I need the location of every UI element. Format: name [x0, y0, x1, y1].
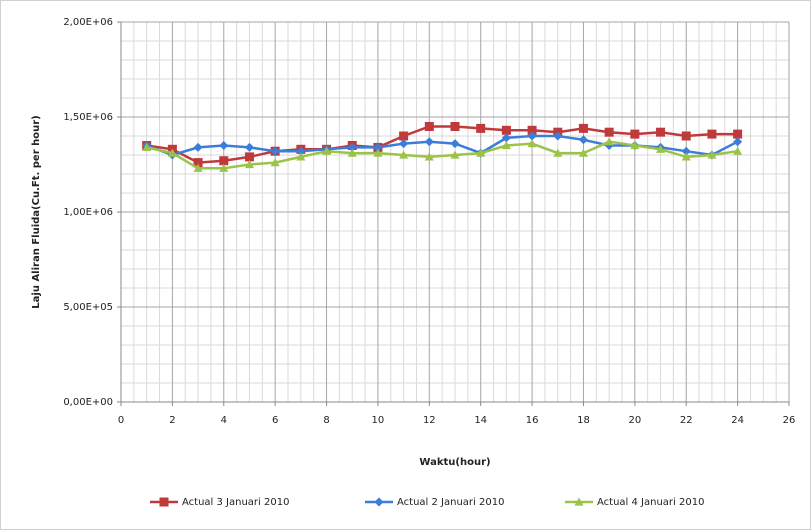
- marker: [219, 141, 229, 150]
- series-line: [146, 140, 738, 170]
- marker: [630, 141, 640, 150]
- y-axis-title: Laju Aliran Fluida(Cu.Ft. per hour): [31, 115, 42, 308]
- x-axis-title: Waktu(hour): [419, 457, 490, 468]
- marker: [553, 131, 563, 141]
- marker: [322, 146, 332, 155]
- marker: [270, 146, 280, 156]
- marker: [604, 137, 614, 146]
- y-tick-label: 1,50E+06: [63, 112, 113, 123]
- marker: [501, 125, 511, 135]
- marker: [656, 127, 666, 137]
- marker: [450, 122, 460, 131]
- y-tick-label: 5,00E+05: [63, 302, 113, 313]
- marker: [244, 160, 254, 169]
- marker: [707, 129, 717, 139]
- x-tick-label: 14: [474, 415, 487, 426]
- marker: [424, 137, 434, 147]
- marker: [270, 158, 280, 167]
- x-tick-label: 4: [221, 415, 227, 426]
- marker: [347, 142, 357, 152]
- marker: [347, 148, 357, 157]
- marker: [424, 152, 434, 161]
- marker: [733, 137, 743, 147]
- x-tick-label: 20: [628, 415, 641, 426]
- marker: [681, 146, 691, 156]
- marker: [476, 148, 486, 157]
- marker: [578, 123, 588, 133]
- marker: [476, 123, 486, 133]
- marker: [167, 148, 177, 157]
- marker: [424, 122, 434, 131]
- legend-label: Actual 3 Januari 2010: [182, 497, 289, 508]
- marker: [501, 141, 511, 150]
- marker: [193, 158, 203, 168]
- marker: [142, 142, 152, 151]
- marker: [501, 133, 511, 143]
- marker: [574, 497, 584, 506]
- x-tick-label: 22: [680, 415, 693, 426]
- marker: [399, 150, 409, 159]
- marker: [578, 148, 588, 157]
- marker: [527, 125, 537, 135]
- marker: [296, 152, 306, 161]
- marker: [450, 150, 460, 159]
- marker: [656, 144, 666, 153]
- x-tick-label: 12: [423, 415, 436, 426]
- marker: [553, 148, 563, 157]
- marker: [733, 129, 743, 139]
- marker: [219, 156, 229, 166]
- marker: [159, 497, 169, 507]
- marker: [193, 142, 203, 152]
- y-tick-label: 2,00E+06: [63, 17, 113, 28]
- marker: [373, 142, 383, 152]
- grid: [120, 21, 790, 403]
- x-tick-label: 24: [731, 415, 744, 426]
- marker: [399, 139, 409, 149]
- marker: [450, 139, 460, 149]
- x-tick-label: 6: [272, 415, 278, 426]
- x-tick-label: 26: [783, 415, 796, 426]
- y-tick-label: 1,00E+06: [63, 207, 113, 218]
- legend-label: Actual 2 Januari 2010: [397, 497, 504, 508]
- marker: [604, 127, 614, 137]
- marker: [373, 148, 383, 157]
- marker: [630, 129, 640, 139]
- x-tick-label: 16: [526, 415, 539, 426]
- y-tick-label: 0,00E+00: [63, 397, 113, 408]
- marker: [707, 150, 717, 159]
- x-tick-label: 8: [323, 415, 329, 426]
- marker: [681, 131, 691, 141]
- marker: [244, 152, 254, 162]
- x-tick-label: 0: [118, 415, 124, 426]
- marker: [578, 135, 588, 145]
- legend-label: Actual 4 Januari 2010: [597, 497, 704, 508]
- marker: [399, 131, 409, 141]
- marker: [527, 139, 537, 148]
- marker: [296, 146, 306, 156]
- marker: [681, 152, 691, 161]
- marker: [374, 497, 384, 507]
- marker: [244, 142, 254, 152]
- marker: [527, 131, 537, 141]
- marker: [733, 146, 743, 155]
- x-tick-label: 2: [169, 415, 175, 426]
- x-tick-label: 18: [577, 415, 590, 426]
- marker: [219, 163, 229, 172]
- marker: [193, 163, 203, 172]
- x-tick-label: 10: [372, 415, 385, 426]
